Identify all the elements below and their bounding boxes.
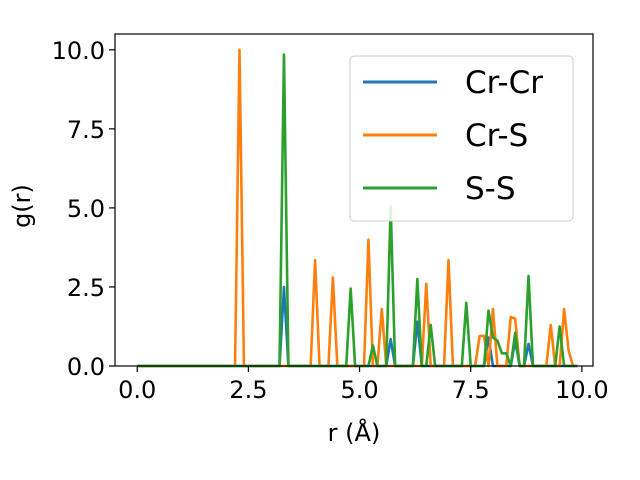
legend-label: S-S [465, 171, 516, 207]
x-axis-label: r (Å) [328, 418, 381, 447]
legend: Cr-Cr Cr-S S-S [349, 55, 574, 222]
x-tick-label: 2.5 [229, 376, 267, 404]
x-axis: 0.0 2.5 5.0 7.5 10.0 [118, 366, 609, 404]
y-tick-label: 7.5 [67, 116, 105, 144]
legend-box [349, 55, 574, 222]
x-tick-label: 10.0 [555, 376, 608, 404]
y-tick-label: 5.0 [67, 195, 105, 223]
legend-label: Cr-S [465, 118, 528, 154]
y-tick-label: 10.0 [52, 37, 105, 65]
x-tick-label: 7.5 [452, 376, 490, 404]
plot-frame [114, 33, 594, 367]
legend-label: Cr-Cr [465, 65, 543, 101]
y-axis-label: g(r) [8, 184, 36, 228]
y-tick-label: 0.0 [67, 353, 105, 381]
y-axis: 0.0 2.5 5.0 7.5 10.0 [52, 37, 115, 381]
x-tick-label: 5.0 [340, 376, 378, 404]
x-tick-label: 0.0 [118, 376, 156, 404]
y-tick-label: 2.5 [67, 274, 105, 302]
